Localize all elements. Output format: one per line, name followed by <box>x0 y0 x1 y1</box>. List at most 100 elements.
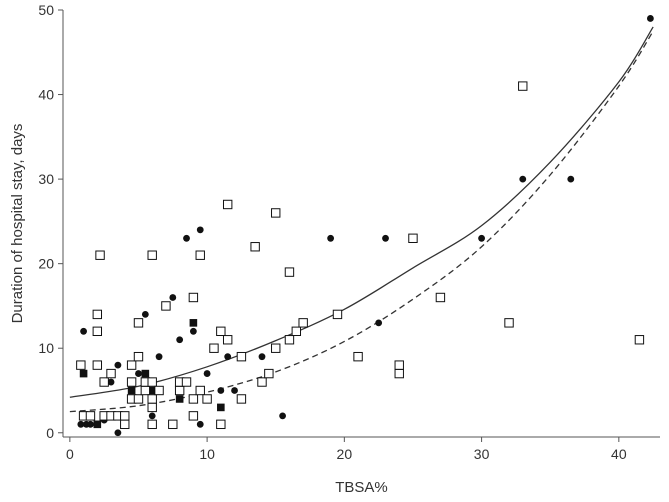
y-tick-label: 20 <box>38 256 54 272</box>
x-tick-label: 20 <box>337 446 353 462</box>
data-point-open-square <box>518 81 528 91</box>
data-point-open-square <box>161 301 171 311</box>
y-axis-title: Duration of hospital stay, days <box>9 124 26 324</box>
data-point-open-square <box>195 250 205 260</box>
y-tick-label: 10 <box>38 340 54 356</box>
data-point-open-square <box>174 385 185 396</box>
x-tick-label: 30 <box>474 446 490 462</box>
data-point-filled-circle <box>87 420 94 428</box>
data-point-open-square <box>202 394 212 404</box>
data-point-open-square <box>216 419 226 430</box>
y-tick-label: 50 <box>38 2 54 18</box>
data-point-open-square <box>140 385 151 396</box>
data-point-filled-circle <box>203 370 211 377</box>
data-point-open-square <box>188 292 199 303</box>
data-point-open-square <box>95 250 105 260</box>
data-point-open-square <box>133 394 144 404</box>
data-point-filled-square <box>79 369 88 378</box>
data-point-filled-circle <box>231 387 238 394</box>
data-point-open-square <box>250 242 260 252</box>
data-point-open-square <box>222 199 233 210</box>
data-point-filled-circle <box>224 353 232 361</box>
y-tick-label: 0 <box>46 425 54 441</box>
data-point-filled-circle <box>183 234 190 242</box>
data-point-open-square <box>126 377 137 387</box>
data-point-open-square <box>106 368 116 379</box>
data-point-filled-circle <box>114 429 122 437</box>
data-point-filled-circle <box>148 412 156 420</box>
data-point-open-square <box>188 394 199 404</box>
data-point-open-square <box>147 402 157 413</box>
data-point-filled-circle <box>519 175 527 183</box>
data-point-open-square <box>168 419 178 430</box>
data-point-open-square <box>435 292 446 303</box>
data-point-open-square <box>408 233 418 243</box>
x-tick-label: 40 <box>611 446 627 462</box>
data-point-open-square <box>236 351 247 362</box>
data-point-filled-circle <box>196 226 204 234</box>
data-point-open-square <box>271 208 281 218</box>
data-point-filled-circle <box>107 378 115 386</box>
data-point-filled-square <box>127 386 136 395</box>
data-point-filled-circle <box>646 15 654 22</box>
data-point-open-square <box>99 377 109 387</box>
data-point-filled-circle <box>189 327 197 335</box>
data-point-open-square <box>298 318 308 328</box>
data-point-open-square <box>147 419 157 430</box>
data-point-filled-square <box>217 403 225 412</box>
data-point-filled-circle <box>169 294 177 301</box>
data-point-open-square <box>353 351 363 362</box>
data-point-filled-circle <box>114 361 122 369</box>
data-point-open-square <box>133 318 144 328</box>
data-point-filled-square <box>93 420 102 429</box>
data-point-filled-circle <box>327 234 335 242</box>
data-point-open-square <box>92 360 103 370</box>
y-tick-label: 30 <box>38 171 54 187</box>
data-point-filled-circle <box>155 353 163 361</box>
y-tick-label: 40 <box>38 87 54 103</box>
data-point-filled-square <box>189 319 198 327</box>
data-point-open-square <box>133 351 144 362</box>
fit-curves <box>69 26 654 413</box>
data-point-open-square <box>126 360 137 370</box>
fit-curve-solid <box>69 26 654 398</box>
data-point-filled-circle <box>141 310 149 318</box>
data-point-filled-circle <box>382 234 389 242</box>
data-point-filled-circle <box>279 412 286 420</box>
data-point-open-square <box>634 335 645 345</box>
data-point-open-square <box>154 385 164 396</box>
data-point-open-square <box>284 335 295 345</box>
axis-ticks: 0 10 20 30 40 0 10 20 30 40 50 <box>38 2 626 462</box>
data-point-filled-circle <box>77 420 85 428</box>
x-tick-label: 10 <box>199 446 215 462</box>
x-tick-label: 0 <box>66 446 74 462</box>
data-point-open-square <box>284 267 295 277</box>
data-point-open-square <box>147 377 157 387</box>
data-point-open-square <box>76 360 86 370</box>
data-point-open-square <box>147 250 157 260</box>
data-point-open-square <box>92 309 103 320</box>
data-point-open-square <box>147 394 157 404</box>
data-point-open-square <box>394 368 404 379</box>
data-point-filled-circle <box>135 370 142 377</box>
data-point-filled-square <box>175 395 184 403</box>
data-point-open-square <box>85 411 96 421</box>
axes <box>62 10 660 438</box>
data-point-open-square <box>216 326 226 337</box>
data-point-filled-circle <box>258 353 266 361</box>
data-point-open-square <box>195 385 205 396</box>
data-point-filled-circle <box>567 175 575 183</box>
data-point-filled-circle <box>80 327 87 335</box>
data-point-open-square <box>257 377 267 387</box>
data-point-filled-circle <box>196 420 204 428</box>
data-point-open-square <box>291 326 302 337</box>
data-point-open-square <box>271 343 281 353</box>
data-point-filled-circle <box>176 336 184 344</box>
data-point-open-square <box>504 318 514 328</box>
data-point-filled-circle <box>478 234 485 242</box>
data-point-filled-square <box>148 386 157 395</box>
data-point-open-square <box>181 377 192 387</box>
data-point-open-square <box>236 394 247 404</box>
